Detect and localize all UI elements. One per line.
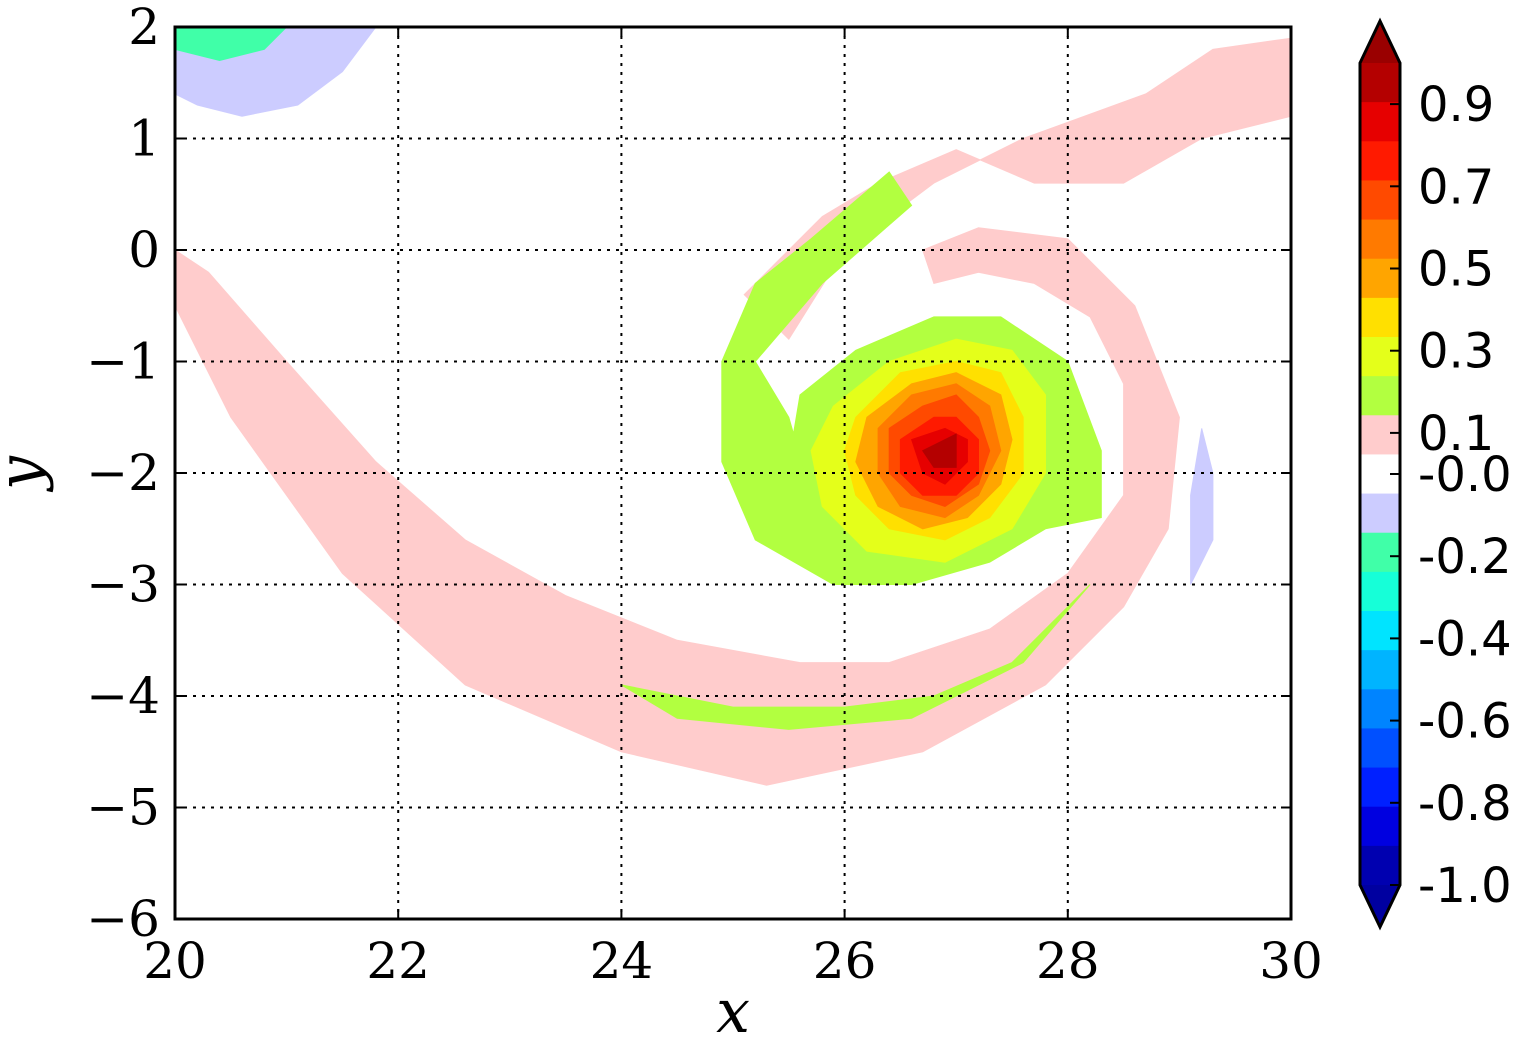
grid-lines: [175, 27, 1291, 919]
y-tick-label-4: −2: [86, 444, 160, 502]
colorbar-band-18: [1360, 767, 1400, 808]
colorbar-under-triangle: [1360, 885, 1400, 927]
colorbar-band-15: [1360, 650, 1400, 690]
contour-region-11: [921, 433, 957, 468]
y-tick-label-5: −3: [86, 556, 160, 614]
colorbar-band-6: [1360, 297, 1400, 338]
colorbar-band-5: [1360, 258, 1400, 299]
y-axis-label: y: [0, 455, 55, 493]
y-tick-label-8: −6: [86, 890, 160, 948]
colorbar-tick-label-1: 0.7: [1418, 159, 1494, 215]
x-tick-label-4: 28: [1036, 932, 1100, 990]
y-axis-ticks: 2 1 0 −1 −2 −3 −4 −5 −6: [86, 0, 1291, 948]
colorbar-band-1: [1360, 102, 1400, 142]
colorbar-tick-label-8: -0.6: [1418, 694, 1512, 750]
colorbar-over-triangle: [1360, 21, 1400, 63]
colorbar-tick-label-4: 0.1: [1418, 406, 1494, 462]
colorbar-band-2: [1360, 141, 1400, 182]
colorbar-band-12: [1360, 532, 1400, 573]
colorbar-tick-label-6: -0.2: [1418, 529, 1512, 585]
x-tick-label-5: 30: [1259, 932, 1323, 990]
y-tick-label-0: 2: [128, 0, 160, 56]
y-tick-label-7: −5: [86, 779, 160, 837]
y-tick-label-6: −4: [86, 667, 160, 725]
colorbar-band-14: [1360, 611, 1400, 651]
x-tick-label-1: 22: [366, 932, 430, 990]
colorbar-band-17: [1360, 728, 1400, 769]
colorbar-tick-label-9: -0.8: [1418, 776, 1512, 832]
colorbar-tick-label-7: -0.4: [1418, 611, 1512, 667]
colorbar-tick-label-2: 0.5: [1418, 242, 1494, 298]
y-tick-label-3: −1: [86, 333, 160, 391]
contour-region-1: [743, 37, 1291, 340]
colorbar-band-11: [1360, 493, 1400, 534]
colorbar-band-19: [1360, 806, 1400, 847]
colorbar-band-4: [1360, 219, 1400, 260]
colorbar-tick-label-5: -0.0: [1418, 447, 1512, 503]
contour-region-13: [175, 27, 288, 62]
x-tick-label-3: 26: [813, 932, 877, 990]
colorbar-band-8: [1360, 376, 1400, 416]
contour-fill-layer: [175, 27, 1291, 786]
colorbar-band-13: [1360, 571, 1400, 612]
x-tick-label-0: 20: [143, 932, 207, 990]
colorbar-band-9: [1360, 415, 1400, 456]
colorbar-tick-label-0: 0.9: [1418, 77, 1494, 133]
colorbar: 0.9 0.7 0.5 0.3 0.1-0.0 -0.2 -0.4 -0.6 -0.8 -1.0: [1358, 17, 1512, 931]
colorbar-band-0: [1360, 63, 1400, 103]
y-tick-label-1: 1: [128, 110, 160, 168]
colorbar-band-16: [1360, 689, 1400, 730]
x-tick-label-2: 24: [590, 932, 654, 990]
contour-region-0: [175, 227, 1180, 786]
x-axis-ticks: 20 22 24 26 28 30: [143, 27, 1323, 990]
colorbar-tick-label-10: -1.0: [1418, 858, 1512, 914]
colorbar-tick-label-3: 0.3: [1418, 324, 1494, 380]
x-axis-label: x: [716, 977, 750, 1038]
colorbar-band-20: [1360, 845, 1400, 886]
contour-region-3: [621, 584, 1091, 730]
contour-region-14: [1190, 428, 1214, 585]
colorbar-band-7: [1360, 337, 1400, 377]
y-tick-label-2: 0: [128, 221, 160, 279]
